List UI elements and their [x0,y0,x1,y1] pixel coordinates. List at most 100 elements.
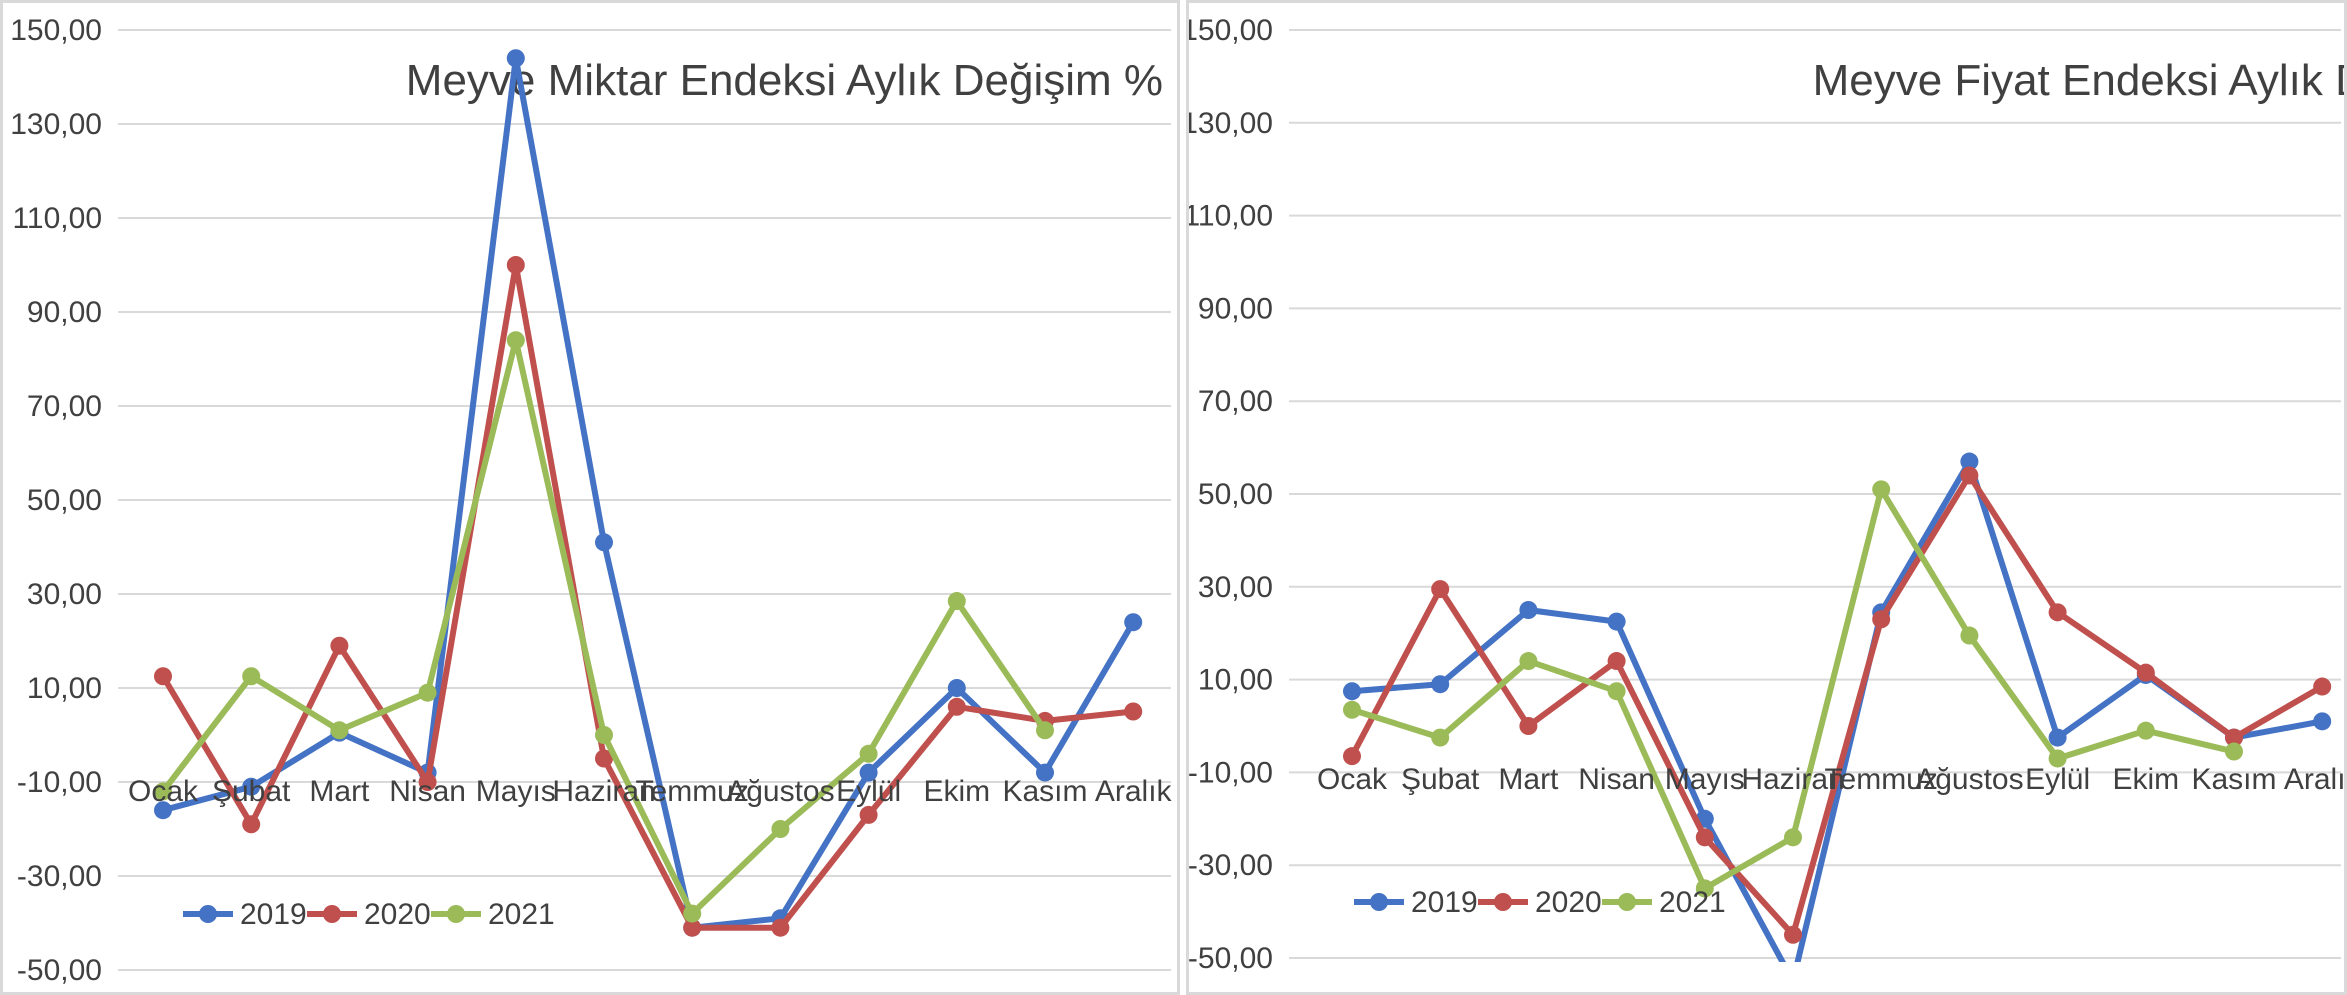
data-point-2021 [1960,626,1979,645]
data-point-2019 [2048,728,2067,747]
x-category-label: Ağustos [726,775,834,808]
series-line-2021 [160,337,1048,917]
x-category-label: Ekim [923,775,990,808]
x-category-label: Mart [309,775,370,808]
data-point-2019 [1784,972,1802,990]
chart-svg-left: 150,00 130,00 110,00 90,00 70,00 50,00 30,00 10… [10,14,1173,987]
data-point-2020 [1519,717,1538,735]
legend-item-2020: 2020 [1478,886,1602,919]
data-point-2021 [1872,480,1891,499]
data-point-2021 [2136,721,2155,740]
series-line-2019 [162,55,1136,931]
legend-item-2019: 2019 [1354,886,1478,919]
data-point-2020 [1695,828,1714,847]
chart-title: Meyve Fiyat Endeksi Aylık Değişim % [1813,56,2344,105]
svg-text:2021: 2021 [488,898,555,931]
data-point-2021 [154,782,172,801]
y-tick-label: 150,00 [10,14,102,47]
chart-title: Meyve Miktar Endeksi Aylık Değişim % [406,56,1163,105]
data-point-2020 [2225,728,2243,747]
y-tick-label: 110,00 [12,202,102,235]
data-point-2020 [683,918,702,937]
data-point-2020 [242,815,261,834]
data-point-2019 [242,777,261,796]
data-point-2021 [859,744,878,763]
data-point-2021 [771,820,790,838]
data-point-2021 [506,331,525,350]
data-point-2021 [1431,728,1450,747]
x-category-label: Haziran [552,775,655,808]
data-point-2020 [859,805,878,824]
y-tick-label: 30,00 [1198,571,1273,604]
data-point-2020 [1431,580,1450,599]
data-point-2019 [1036,763,1054,782]
data-point-2021 [1784,828,1802,847]
x-category-label: Mayıs [1665,763,1745,796]
data-point-2020 [1960,466,1979,485]
data-point-2020 [418,773,437,791]
chart-panel-right: 150,00 130,00 110,00 90,00 70,00 50,00 30,00 10… [1186,0,2347,995]
svg-text:2019: 2019 [240,898,307,931]
x-category-label: Eylül [2025,763,2090,796]
chart-svg-right: 150,00 130,00 110,00 90,00 70,00 50,00 30,00 10… [1189,14,2344,990]
data-point-2021 [595,726,613,744]
svg-text:2020: 2020 [364,898,431,931]
data-point-2019 [595,533,613,552]
x-category-label: Mart [1498,763,1559,796]
y-tick-label: -30,00 [17,860,102,893]
series-line-2020 [1349,472,2324,938]
data-point-2021 [1519,652,1538,671]
data-point-2019 [506,49,525,68]
data-point-2020 [1124,702,1143,721]
data-point-2021 [2225,742,2243,761]
series-line-2020 [160,262,1134,931]
data-point-2019 [947,679,966,697]
x-category-label: Nisan [389,775,466,808]
data-point-2020 [1607,652,1626,671]
data-point-2019 [1343,682,1361,701]
x-category-label: Aralık [1095,775,1173,808]
x-category-label: Temmuz [1825,763,1938,796]
data-point-2020 [771,918,790,937]
data-point-2019 [1519,601,1538,619]
x-category-label: Ekim [2112,763,2179,796]
y-tick-label: 30,00 [27,578,102,611]
y-tick-label: -30,00 [1189,849,1273,882]
data-point-2021 [1343,700,1361,719]
data-point-2020 [1872,610,1891,629]
data-point-2021 [1607,682,1626,701]
data-point-2019 [859,763,878,782]
data-point-2020 [1343,747,1361,766]
data-point-2021 [947,592,966,611]
y-tick-label: 70,00 [27,390,102,423]
data-point-2021 [683,904,702,923]
data-point-2020 [330,636,349,655]
y-tick-label: -10,00 [17,766,102,799]
data-point-2019 [1960,452,1979,471]
data-point-2019 [1607,612,1626,631]
y-tick-label: -50,00 [1189,942,1273,975]
legend-item-2021: 2021 [431,898,555,931]
y-tick-label: 50,00 [27,484,102,517]
data-point-2021 [2048,749,2067,768]
x-category-label: Eylül [836,775,901,808]
x-category-label: Kasım [2191,763,2276,796]
svg-text:2020: 2020 [1535,886,1602,919]
data-point-2019 [154,801,172,820]
x-category-label: Ocak [1317,763,1388,796]
data-point-2020 [595,749,613,768]
chart-panel-left: 150,00 130,00 110,00 90,00 70,00 50,00 30,00 10… [0,0,1180,995]
svg-text:2019: 2019 [1411,886,1478,919]
x-category-label: Temmuz [636,775,749,808]
y-tick-label: 150,00 [1189,14,1273,47]
x-category-label: Şubat [1401,763,1480,796]
y-tick-label: 70,00 [1198,385,1273,418]
y-tick-label: 130,00 [10,108,102,141]
y-tick-label: 50,00 [1198,478,1273,511]
data-point-2019 [1431,675,1450,694]
legend-item-2019: 2019 [183,898,307,931]
data-point-2021 [1036,721,1054,740]
plot-area [154,49,1143,937]
y-tick-label: -10,00 [1189,756,1273,789]
x-category-label: Kasım [1002,775,1087,808]
